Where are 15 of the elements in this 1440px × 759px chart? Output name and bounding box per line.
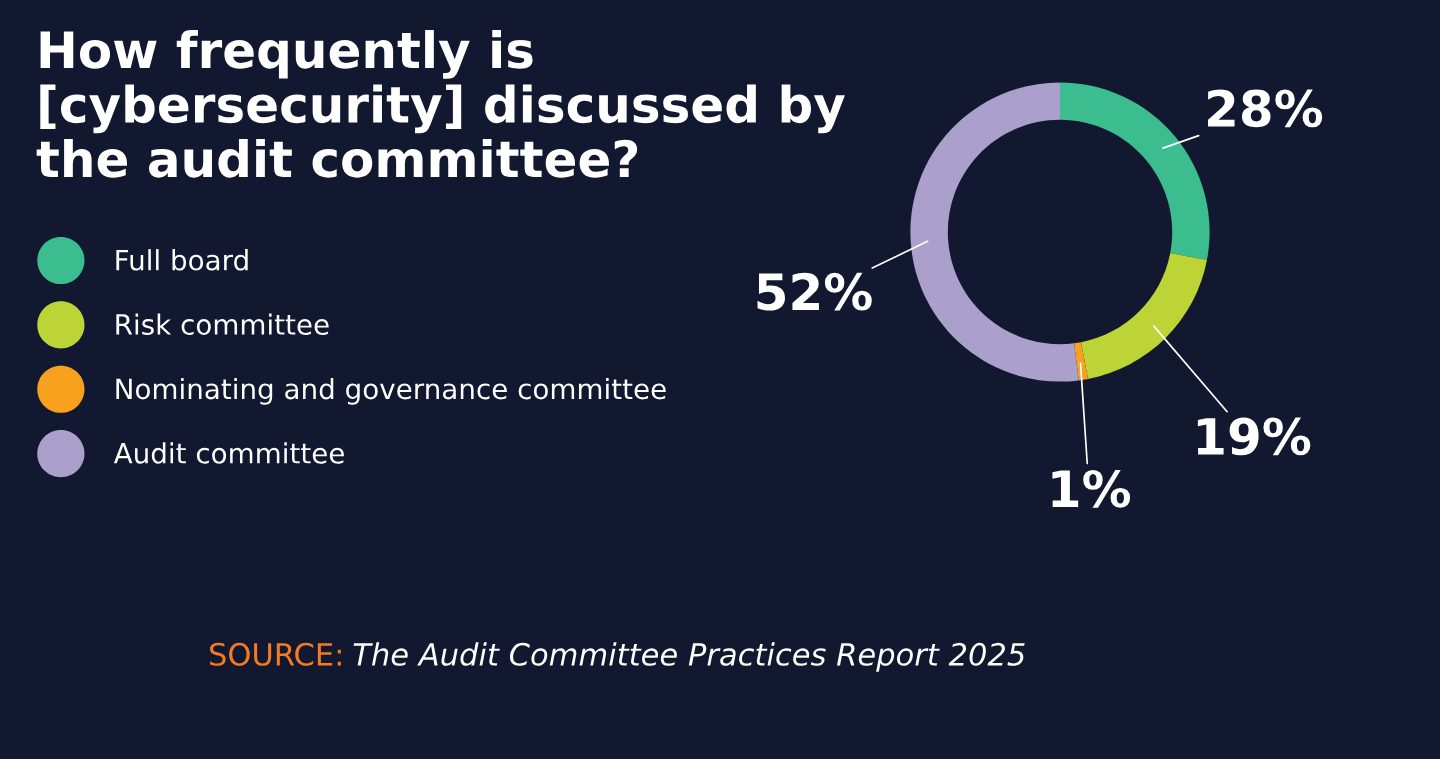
donut-slice xyxy=(910,82,1079,382)
chart-title: How frequently is [cybersecurity] discussed by the audit committee? xyxy=(36,30,845,178)
legend-label: Audit committee xyxy=(113,442,344,464)
legend-label: Nominating and governance committee xyxy=(116,377,666,405)
data-label: 1% xyxy=(1052,469,1131,508)
data-label: 52% xyxy=(757,272,872,311)
data-label: 28% xyxy=(1208,89,1323,128)
donut-slice xyxy=(1081,253,1207,379)
source-note: SOURCE: xyxy=(210,642,341,666)
legend-label: Risk committee xyxy=(116,313,329,335)
text: The Audit Committee Practices Report 2025 xyxy=(353,642,1025,672)
donut-slice xyxy=(1060,82,1210,261)
data-label: 19% xyxy=(1197,417,1311,456)
donut-slice xyxy=(1074,342,1089,381)
legend-label: Full board xyxy=(116,249,248,271)
